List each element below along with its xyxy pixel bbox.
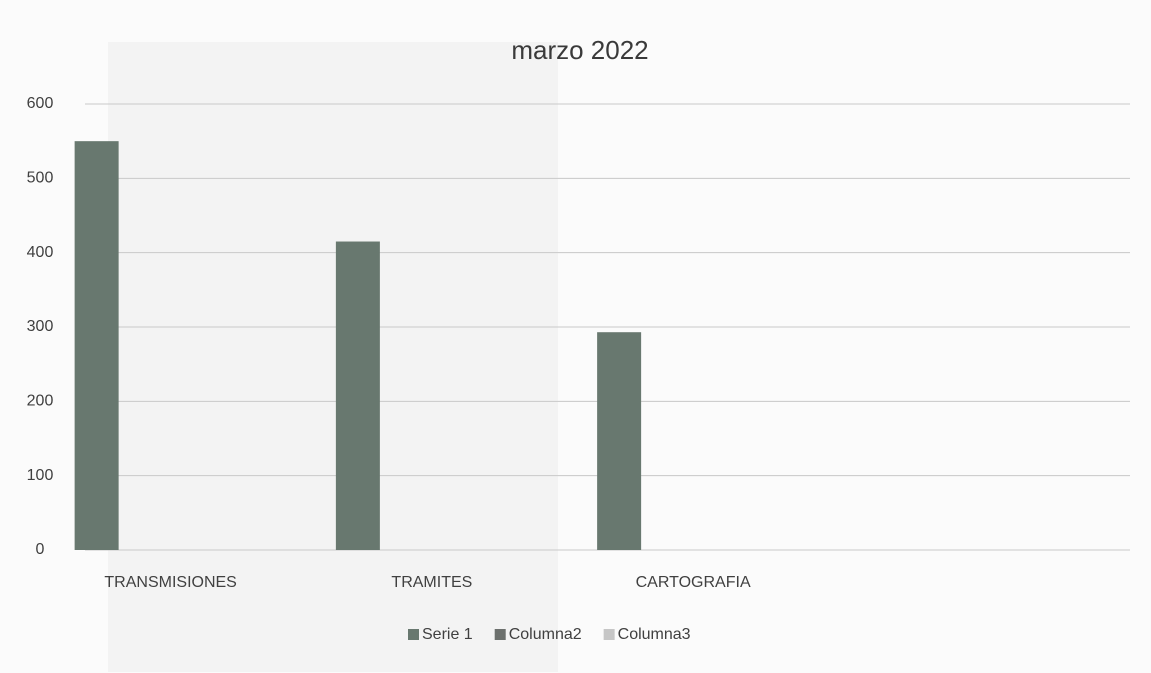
x-tick-label: CARTOGRAFIA <box>636 574 751 591</box>
chart-title: marzo 2022 <box>511 35 648 65</box>
y-tick-label: 400 <box>27 244 54 261</box>
y-tick-label: 500 <box>27 170 54 187</box>
y-tick-label: 100 <box>27 467 54 484</box>
bar <box>597 332 642 550</box>
watermark <box>108 42 558 672</box>
y-tick-label: 300 <box>27 318 54 335</box>
legend-label: Columna3 <box>618 626 691 643</box>
legend: Serie 1 Columna2 Columna3 <box>408 626 691 643</box>
y-tick-label: 200 <box>27 393 54 410</box>
legend-swatch <box>494 629 506 640</box>
x-tick-label: TRAMITES <box>391 574 472 591</box>
legend-label: Serie 1 <box>422 626 473 643</box>
x-tick-label: TRANSMISIONES <box>104 574 236 591</box>
legend-swatch <box>603 629 615 640</box>
bar <box>335 241 380 550</box>
legend-swatch <box>408 629 419 640</box>
y-tick-label: 0 <box>36 541 45 558</box>
bar <box>74 141 119 550</box>
legend-label: Columna2 <box>509 626 582 643</box>
y-tick-label: 600 <box>27 95 54 112</box>
